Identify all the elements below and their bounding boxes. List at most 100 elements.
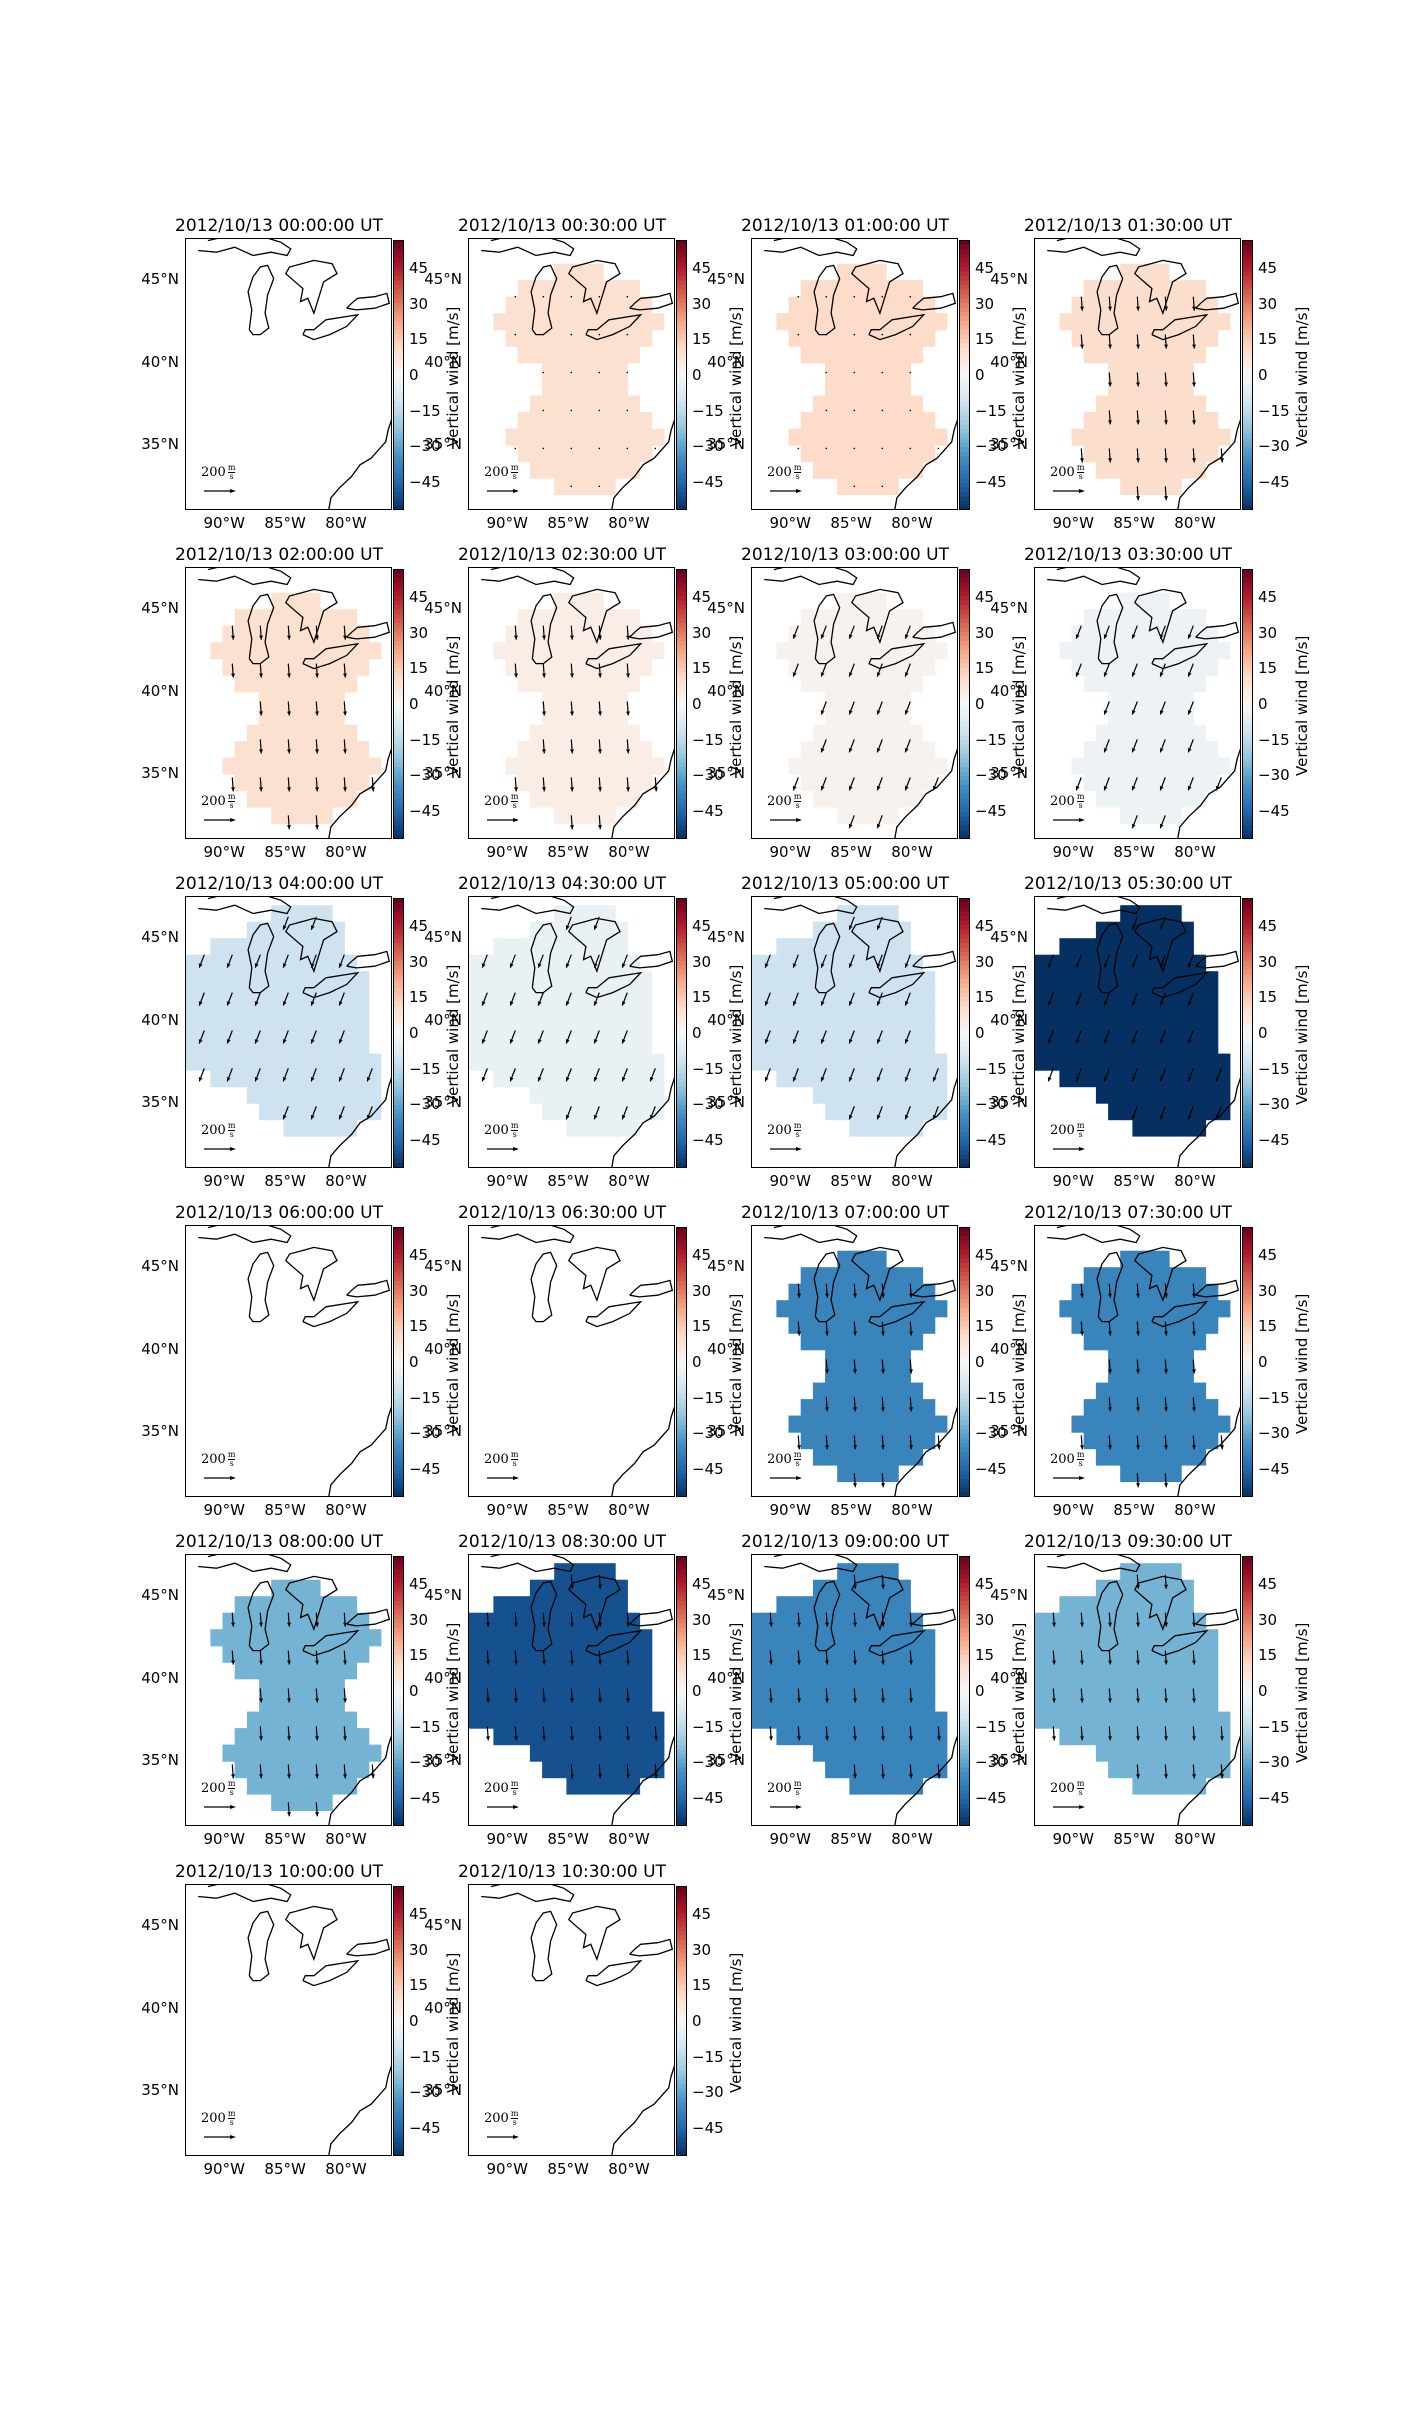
wind-cell bbox=[873, 905, 887, 923]
colorbar-segment bbox=[393, 258, 404, 264]
wind-vector bbox=[1108, 1321, 1112, 1336]
wind-cell bbox=[1144, 1744, 1158, 1762]
wind-cell bbox=[246, 1629, 260, 1647]
colorbar-segment bbox=[959, 1709, 970, 1715]
wind-vector bbox=[1075, 777, 1082, 791]
coastline bbox=[585, 1629, 643, 1657]
wind-cell bbox=[788, 1020, 802, 1038]
wind-cell bbox=[910, 1711, 924, 1729]
vector-key-arrow bbox=[770, 818, 802, 822]
colorbar-segment bbox=[393, 776, 404, 782]
wind-cell bbox=[246, 757, 260, 775]
wind-cell bbox=[566, 987, 580, 1005]
colorbar-segment bbox=[676, 812, 687, 818]
colorbar-segment bbox=[1242, 1623, 1253, 1629]
wind-vector bbox=[825, 1612, 829, 1627]
wind-cell bbox=[873, 379, 887, 397]
wind-cell bbox=[812, 461, 826, 479]
wind-cell bbox=[922, 1662, 936, 1680]
wind-cell bbox=[1168, 329, 1182, 347]
wind-cell bbox=[812, 395, 826, 413]
coastline bbox=[247, 593, 275, 665]
colorbar-segment bbox=[393, 298, 404, 304]
wind-cell bbox=[898, 1579, 911, 1597]
colorbar-segment bbox=[959, 1803, 970, 1809]
colorbar-segment bbox=[959, 812, 970, 818]
panel-title: 2012/10/13 03:00:00 UT bbox=[741, 545, 949, 565]
wind-vector bbox=[881, 1473, 885, 1488]
lat-tick-label: 35°N bbox=[141, 2081, 179, 2100]
wind-cell bbox=[1095, 395, 1109, 413]
colorbar-tick-label: −30 bbox=[975, 437, 1007, 456]
wind-cell bbox=[788, 313, 802, 331]
colorbar-segment bbox=[676, 952, 687, 958]
wind-cell bbox=[1120, 1596, 1133, 1614]
lon-tick-label: 85°W bbox=[264, 1172, 306, 1190]
wind-cell bbox=[898, 1432, 911, 1450]
wind-cell bbox=[898, 1119, 911, 1137]
colorbar-segment bbox=[393, 2007, 404, 2013]
wind-cell bbox=[898, 1267, 911, 1285]
colorbar-segment bbox=[959, 1096, 970, 1102]
colorbar-segment bbox=[393, 2147, 404, 2153]
wind-cell bbox=[615, 1645, 628, 1663]
wind-vector bbox=[1047, 992, 1054, 1006]
map-frame bbox=[1034, 1225, 1241, 1497]
colorbar-segment bbox=[393, 1105, 404, 1111]
colorbar-segment bbox=[1242, 1808, 1253, 1814]
wind-cell bbox=[1095, 1432, 1109, 1450]
panel-title: 2012/10/13 10:00:00 UT bbox=[175, 1862, 383, 1882]
wind-cell bbox=[639, 774, 653, 792]
colorbar-segment bbox=[1242, 267, 1253, 273]
colorbar-segment bbox=[1242, 821, 1253, 827]
wind-cell bbox=[651, 1744, 665, 1762]
wind-cell bbox=[885, 1777, 899, 1795]
colorbar-segment bbox=[676, 2102, 687, 2108]
wind-cell bbox=[861, 1563, 875, 1581]
wind-cell bbox=[332, 1711, 345, 1729]
coastline bbox=[481, 568, 575, 586]
colorbar-tick-label: 15 bbox=[692, 1646, 712, 1665]
wind-cell bbox=[615, 346, 628, 364]
colorbar-segment bbox=[1242, 316, 1253, 322]
wind-cell bbox=[615, 1612, 628, 1630]
wind-cell bbox=[1059, 971, 1073, 989]
wind-cell bbox=[566, 280, 580, 298]
colorbar-tick-label: −15 bbox=[692, 1059, 724, 1078]
wind-cell bbox=[590, 1728, 604, 1746]
colorbar-segment bbox=[959, 582, 970, 588]
wind-cell bbox=[1132, 1119, 1146, 1137]
colorbar-segment bbox=[959, 1754, 970, 1760]
wind-cell bbox=[1059, 1070, 1073, 1088]
lon-tick-label: 90°W bbox=[486, 1172, 528, 1190]
colorbar-segment bbox=[1242, 1389, 1253, 1395]
wind-cell bbox=[283, 1612, 297, 1630]
colorbar-segment bbox=[676, 1569, 687, 1575]
wind-cell bbox=[627, 1004, 641, 1022]
wind-cell bbox=[1205, 1744, 1219, 1762]
wind-cell bbox=[1144, 954, 1158, 972]
wind-cell bbox=[1059, 1629, 1073, 1647]
colorbar-segment bbox=[676, 1718, 687, 1724]
vector-key-arrow bbox=[770, 1805, 802, 1809]
wind-vector bbox=[570, 663, 574, 678]
wind-cell bbox=[1132, 1563, 1146, 1581]
colorbar-segment bbox=[959, 988, 970, 994]
wind-vector bbox=[881, 1435, 885, 1450]
wind-cell bbox=[788, 1728, 802, 1746]
panel-title: 2012/10/13 05:00:00 UT bbox=[741, 874, 949, 894]
wind-cell bbox=[910, 987, 924, 1005]
colorbar-segment bbox=[676, 1790, 687, 1796]
colorbar-segment bbox=[676, 1357, 687, 1363]
colorbar-segment bbox=[959, 429, 970, 435]
wind-cell bbox=[1156, 1695, 1170, 1713]
colorbar-segment bbox=[959, 1380, 970, 1386]
colorbar-segment bbox=[1242, 1398, 1253, 1404]
wind-vector bbox=[1164, 1473, 1168, 1488]
wind-cell bbox=[566, 905, 580, 923]
wind-cell bbox=[529, 428, 543, 446]
wind-cell bbox=[639, 412, 653, 430]
colorbar-segment bbox=[676, 1231, 687, 1237]
colorbar-segment bbox=[393, 1668, 404, 1674]
wind-cell bbox=[529, 1711, 543, 1729]
